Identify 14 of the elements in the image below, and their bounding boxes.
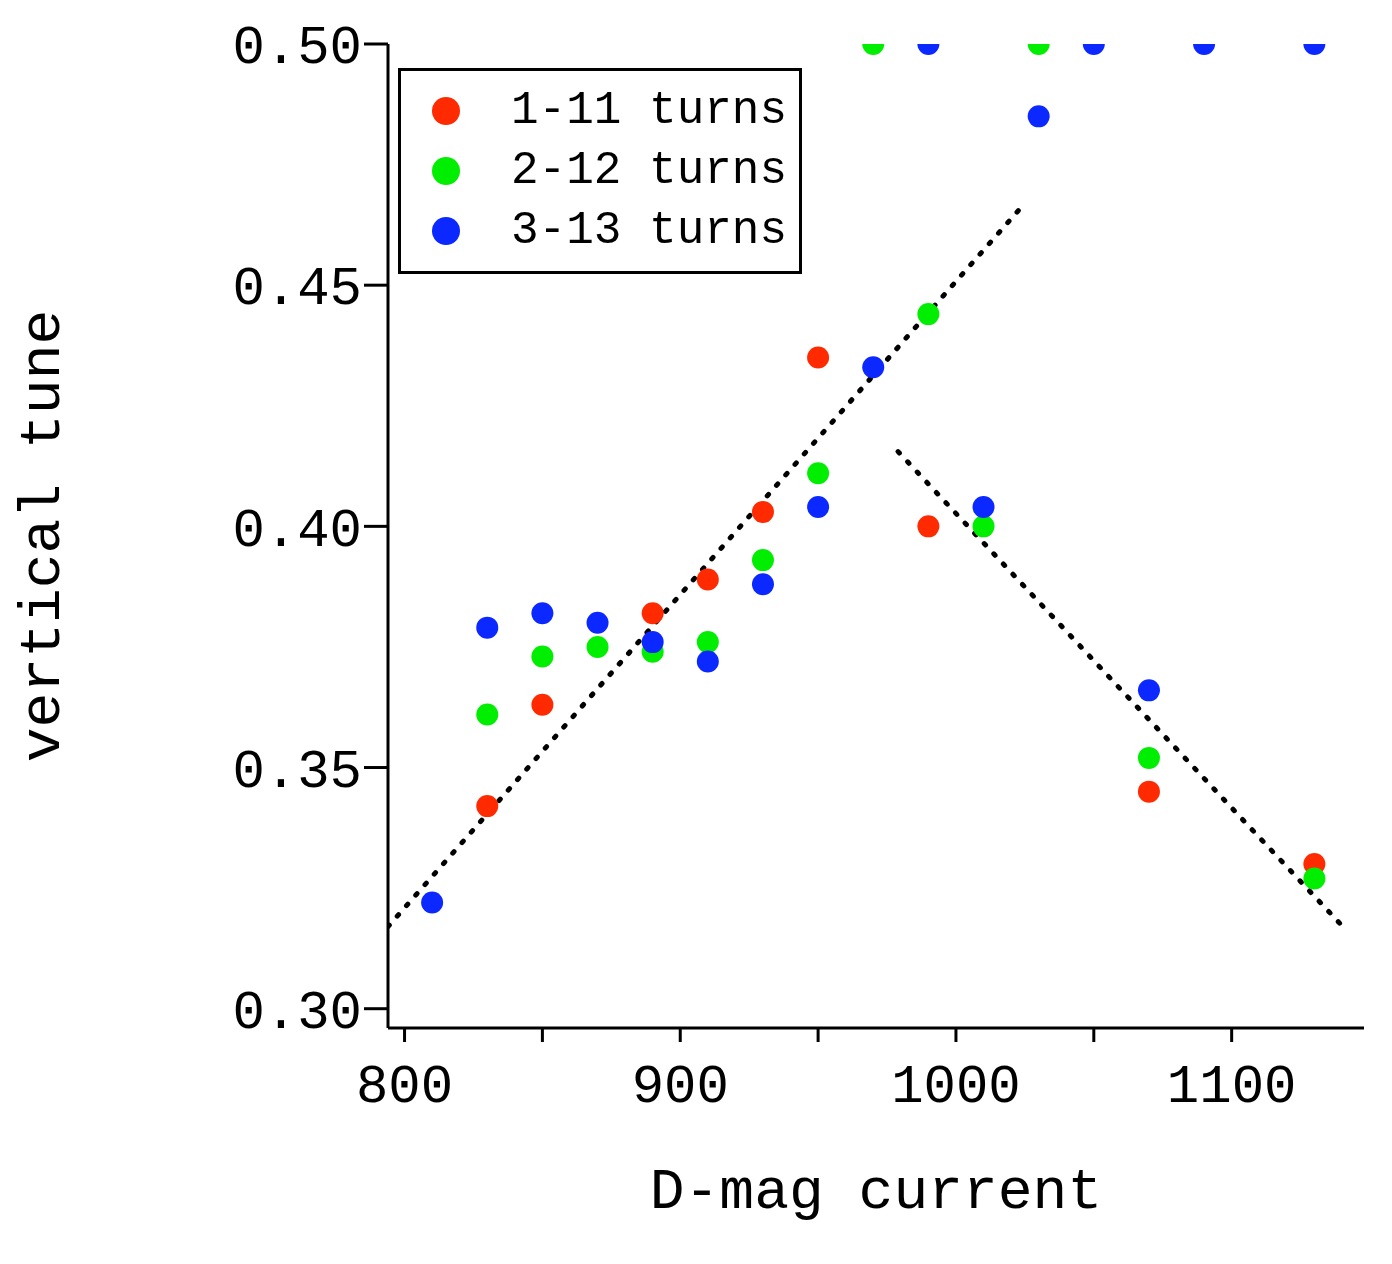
y-tick-label: 0.50 xyxy=(232,18,362,80)
legend-label: 2-12 turns xyxy=(511,145,788,197)
y-tick-label: 0.30 xyxy=(232,982,362,1044)
legend-label: 1-11 turns xyxy=(511,85,788,137)
x-tick-label: 1000 xyxy=(891,1057,1021,1119)
x-tick-label: 1100 xyxy=(1166,1057,1297,1119)
x-axis-title: D-mag current xyxy=(649,1160,1103,1225)
x-tick-label: 800 xyxy=(355,1057,454,1119)
y-tick-label: 0.45 xyxy=(232,259,362,321)
y-tick-label: 0.40 xyxy=(232,500,362,562)
legend-label: 3-13 turns xyxy=(511,205,788,257)
y-tick-label: 0.35 xyxy=(232,741,362,803)
y-axis-title: vertical tune xyxy=(10,309,76,763)
x-tick-label: 900 xyxy=(631,1057,729,1119)
